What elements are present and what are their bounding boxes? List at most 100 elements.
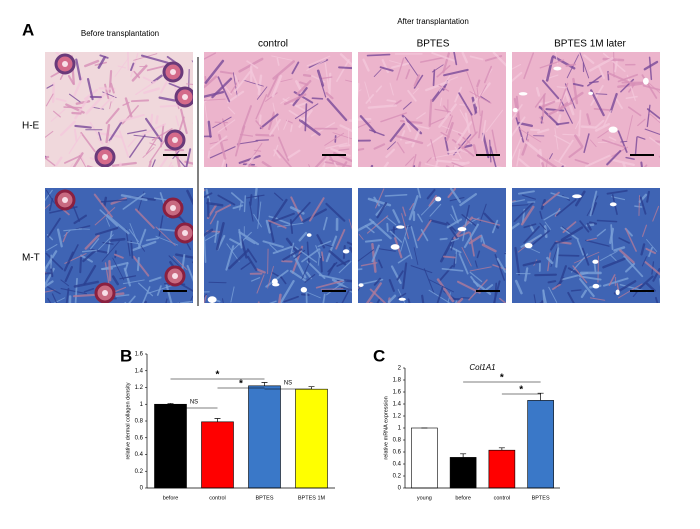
texture [338, 148, 350, 151]
texture [290, 201, 311, 225]
texture [64, 155, 81, 164]
texture [108, 260, 112, 282]
texture [602, 257, 626, 269]
texture [492, 264, 506, 271]
texture [469, 266, 492, 272]
texture [518, 128, 542, 143]
texture [168, 161, 173, 167]
vacuole [553, 66, 562, 71]
texture [277, 293, 282, 303]
texture [273, 192, 284, 201]
follicle-core [182, 94, 188, 100]
texture [622, 162, 627, 167]
texture [229, 238, 242, 246]
texture [541, 300, 544, 303]
texture [524, 267, 529, 282]
texture [541, 79, 560, 100]
texture [304, 274, 316, 283]
texture [578, 109, 582, 137]
texture [575, 118, 581, 130]
texture [255, 139, 270, 142]
texture [143, 87, 160, 95]
texture [602, 110, 612, 128]
texture [567, 267, 580, 275]
texture [637, 136, 646, 140]
texture [84, 59, 100, 68]
texture [445, 165, 451, 167]
y-axis-label: relative dermal collagen density [125, 382, 131, 459]
texture [321, 76, 333, 80]
texture [259, 113, 279, 130]
texture [230, 192, 244, 204]
texture [642, 84, 660, 91]
texture [358, 82, 360, 100]
texture [246, 255, 258, 272]
texture [119, 275, 137, 280]
texture [426, 188, 436, 200]
y-tick-label: 1.2 [393, 414, 402, 420]
y-tick-label: 1.4 [135, 368, 144, 374]
texture [584, 154, 611, 167]
texture [319, 255, 323, 273]
texture [335, 301, 338, 303]
texture [309, 197, 325, 222]
texture [589, 297, 606, 301]
significance-label: * [500, 373, 504, 384]
texture [450, 214, 456, 222]
texture [294, 246, 317, 263]
texture [603, 277, 629, 287]
texture [366, 53, 391, 57]
texture [306, 241, 310, 263]
texture [539, 222, 546, 231]
texture [438, 75, 451, 92]
histology-image [358, 188, 506, 303]
texture [469, 91, 492, 104]
texture [545, 56, 554, 82]
texture [279, 280, 295, 303]
texture [485, 109, 504, 133]
texture [257, 195, 260, 219]
texture [599, 250, 618, 262]
texture [109, 101, 112, 110]
texture [338, 66, 352, 70]
texture [560, 226, 579, 240]
texture [45, 250, 58, 272]
texture [80, 131, 96, 153]
texture [122, 192, 146, 210]
texture [389, 122, 406, 143]
texture [282, 98, 308, 113]
texture [560, 99, 573, 124]
texture [207, 120, 212, 138]
texture [413, 74, 424, 89]
significance-label: NS [284, 381, 292, 387]
texture [555, 121, 570, 126]
texture [396, 270, 404, 281]
texture [143, 300, 147, 303]
texture [586, 237, 597, 241]
texture [109, 237, 126, 242]
histology-images [45, 52, 660, 303]
texture [468, 234, 482, 245]
texture [227, 90, 245, 104]
texture [613, 246, 626, 252]
texture [446, 218, 463, 229]
texture [579, 220, 590, 233]
x-tick-label: BPTES [532, 495, 550, 501]
texture [134, 208, 155, 229]
texture [496, 257, 506, 273]
texture [384, 193, 408, 197]
texture [317, 248, 321, 266]
bar [295, 388, 328, 489]
texture [315, 245, 321, 259]
texture [45, 272, 52, 275]
texture [114, 253, 124, 259]
texture [283, 119, 289, 130]
texture [209, 212, 217, 225]
texture [95, 234, 114, 253]
texture [428, 195, 438, 207]
texture [512, 104, 523, 121]
texture [517, 190, 535, 195]
bar [154, 403, 187, 489]
texture [404, 236, 413, 260]
texture [146, 65, 166, 72]
